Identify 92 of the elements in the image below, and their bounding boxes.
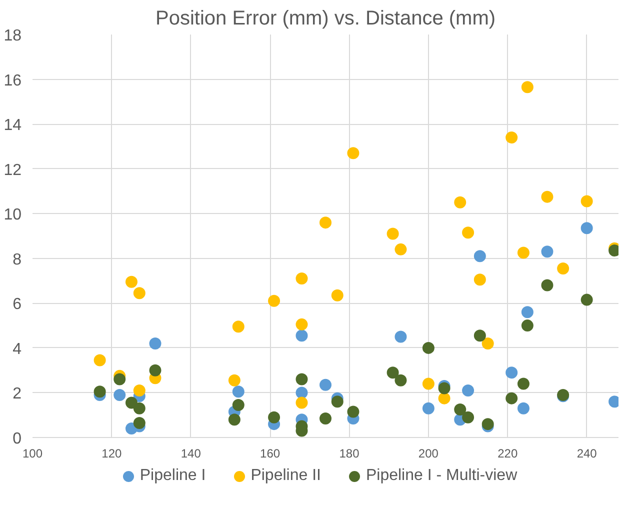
point (474, 250, 486, 262)
y-tick-label: 0 (12, 430, 22, 448)
point (422, 402, 434, 414)
chart-title: Position Error (mm) vs. Distance (mm) (155, 8, 496, 30)
point (268, 411, 280, 424)
x-tick-label: 180 (339, 446, 360, 460)
point (506, 366, 518, 379)
y-tick-label: 18 (4, 28, 22, 44)
x-tick-label: 200 (418, 446, 439, 460)
point (541, 246, 554, 258)
point (296, 386, 308, 399)
point (386, 228, 399, 240)
y-tick-label: 6 (12, 296, 22, 314)
legend-label: Pipeline II (250, 466, 321, 486)
point (149, 337, 162, 350)
point (521, 320, 534, 332)
point (114, 373, 126, 386)
point (462, 226, 474, 239)
point (394, 243, 407, 256)
point (228, 414, 240, 426)
point (541, 279, 554, 292)
point (296, 330, 308, 342)
point (94, 386, 106, 398)
point (454, 196, 466, 208)
legend-item: Pipeline I - Multi-view (348, 465, 518, 488)
point (94, 354, 106, 366)
y-tick-label: 8 (12, 251, 22, 268)
y-tick-label: 2 (12, 386, 22, 403)
point (114, 388, 126, 401)
point (580, 222, 593, 234)
point (268, 294, 280, 307)
point (482, 337, 494, 350)
point (228, 374, 240, 386)
y-tick-label: 10 (4, 206, 22, 224)
x-tick-label: 160 (260, 446, 280, 460)
point (517, 246, 530, 259)
x-tick-label: 100 (22, 446, 43, 460)
point (422, 342, 434, 354)
point (133, 384, 146, 396)
point (394, 330, 407, 343)
y-tick-label: 16 (4, 72, 22, 90)
point (133, 402, 146, 414)
point (541, 190, 554, 203)
point (125, 276, 138, 288)
point (394, 374, 407, 386)
point (232, 386, 244, 398)
point (232, 320, 244, 333)
legend-item: Pipeline I (122, 465, 206, 488)
point (347, 406, 360, 418)
point (331, 289, 344, 302)
point (149, 364, 162, 376)
y-tick-label: 12 (4, 162, 22, 179)
point (521, 306, 534, 318)
point (438, 382, 450, 394)
point (133, 416, 146, 429)
point (580, 294, 593, 306)
legend-label: Pipeline I - Multi-view (366, 466, 518, 486)
point (296, 318, 308, 330)
point (517, 378, 530, 390)
point (506, 132, 518, 144)
legend-label: Pipeline I (140, 466, 206, 486)
x-tick-label: 140 (180, 446, 202, 460)
point (438, 392, 450, 404)
point (454, 404, 466, 416)
point (320, 378, 332, 391)
point (580, 195, 593, 208)
point (474, 330, 486, 342)
point (296, 272, 308, 285)
point (320, 216, 332, 229)
point (386, 366, 399, 379)
point (296, 396, 308, 409)
point (232, 399, 244, 412)
x-tick-label: 120 (102, 446, 122, 460)
point (331, 396, 344, 408)
y-tick-label: 14 (4, 117, 22, 134)
x-tick-label: 220 (498, 446, 518, 460)
x-tick-label: 240 (576, 446, 598, 460)
point (125, 396, 138, 409)
point (462, 384, 474, 396)
point (133, 287, 146, 300)
point (422, 378, 434, 390)
legend-item: Pipeline II (234, 465, 321, 488)
y-tick-label: 4 (12, 340, 22, 358)
point (347, 147, 360, 160)
point (320, 412, 332, 424)
point (462, 411, 474, 424)
point (521, 81, 534, 94)
point (506, 392, 518, 404)
point (557, 262, 570, 274)
point (517, 402, 530, 414)
point (296, 373, 308, 386)
point (474, 274, 486, 286)
